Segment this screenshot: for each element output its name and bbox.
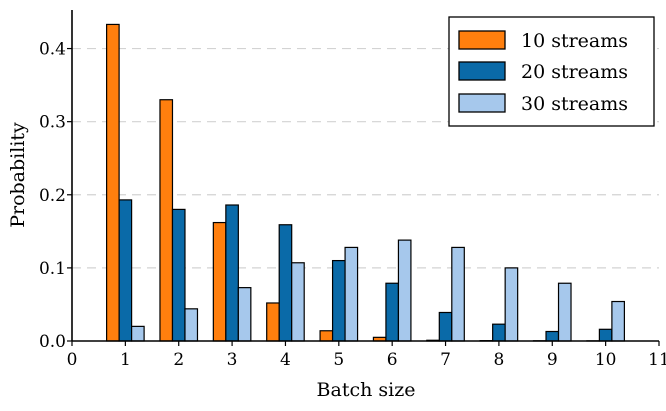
x-tick-label-5: 5 <box>333 350 344 370</box>
bar-series2-batch2 <box>171 208 186 342</box>
bars <box>106 23 625 342</box>
bar-series2-batch4 <box>278 224 293 342</box>
bar-series2-batch8 <box>492 323 506 342</box>
bar-series3-batch6 <box>397 239 412 342</box>
bar-series1-batch1 <box>106 23 120 342</box>
y-tick-label-0: 0.0 <box>39 332 66 352</box>
y-tick-label-3: 0.3 <box>39 113 66 133</box>
legend-label-30-streams: 30 streams <box>521 93 628 115</box>
bar-series3-batch4 <box>291 262 305 342</box>
y-tick-label-4: 0.4 <box>39 40 66 60</box>
y-tick-label-1: 0.1 <box>39 259 66 279</box>
bar-series2-batch1 <box>118 199 133 342</box>
bar-series2-batch6 <box>385 282 400 342</box>
bar-series3-batch9 <box>557 282 572 342</box>
bar-series3-batch7 <box>451 246 465 342</box>
x-tick-label-0: 0 <box>67 350 78 370</box>
legend-swatch-30-streams <box>458 93 506 113</box>
x-tick-label-11: 11 <box>648 350 666 370</box>
bar-series2-batch3 <box>225 204 239 342</box>
bar-series1-batch5 <box>319 330 334 342</box>
x-tick-label-8: 8 <box>493 350 504 370</box>
bar-series2-batch7 <box>438 311 453 342</box>
x-tick-label-6: 6 <box>387 350 398 370</box>
x-tick-label-2: 2 <box>173 350 184 370</box>
x-axis-title: Batch size <box>317 379 416 401</box>
bar-series1-batch2 <box>159 99 174 342</box>
bar-series2-batch5 <box>331 259 346 342</box>
bar-series2-batch10 <box>598 328 613 342</box>
bar-series2-batch9 <box>545 330 560 342</box>
legend-label-10-streams: 10 streams <box>521 30 628 52</box>
bar-series3-batch1 <box>131 325 145 342</box>
bar-series3-batch3 <box>237 287 252 342</box>
legend: 10 streams 20 streams 30 streams <box>448 16 655 127</box>
x-tick-label-4: 4 <box>280 350 291 370</box>
x-tick-label-7: 7 <box>440 350 451 370</box>
legend-swatch-10-streams <box>458 30 506 50</box>
legend-swatch-20-streams <box>458 61 506 81</box>
legend-label-20-streams: 20 streams <box>521 61 628 83</box>
bar-series1-batch3 <box>212 221 227 342</box>
axes <box>71 10 659 342</box>
y-tick-label-2: 0.2 <box>39 186 66 206</box>
x-tick-label-1: 1 <box>120 350 131 370</box>
bar-series3-batch10 <box>611 300 625 342</box>
x-tick-label-3: 3 <box>227 350 238 370</box>
y-axis-title: Probability <box>7 122 29 228</box>
bar-series3-batch2 <box>184 308 199 342</box>
bar-series3-batch8 <box>504 267 519 342</box>
x-tick-label-9: 9 <box>547 350 558 370</box>
x-tick-label-10: 10 <box>595 350 617 370</box>
tick-labels: 0 1 2 3 4 5 6 7 8 9 10 11 0.0 0.1 0.2 0.3 0.4 <box>39 40 666 370</box>
bar-series1-batch4 <box>266 302 280 342</box>
bar-series3-batch5 <box>344 246 359 342</box>
